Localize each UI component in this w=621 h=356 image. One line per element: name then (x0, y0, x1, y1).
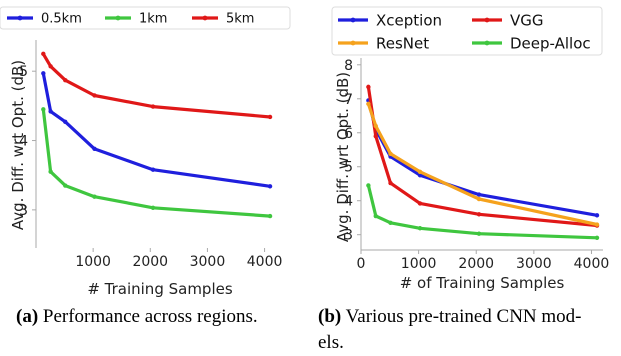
caption-b-text-2: els. (318, 332, 344, 353)
caption-b-text: Various pre-trained CNN mod- (345, 306, 582, 327)
chart-a-series-point-5km (41, 51, 46, 57)
chart-a-series-point-0-5km (48, 109, 53, 114)
chart-a-legend-label-1km: 1km (139, 12, 167, 27)
chart-b-x-tick-label: 2000 (458, 256, 494, 272)
chart-b-y-tick-label: 4 (344, 194, 353, 210)
chart-b-series-point-xception (417, 173, 423, 178)
chart-b-series-point-deep-alloc (417, 226, 423, 231)
chart-b-series-point-deep-alloc (388, 220, 393, 226)
chart-b-series-point-resnet (366, 101, 371, 107)
chart-a-x-label: # Training Samples (87, 280, 233, 298)
chart-a-series-point-1km (92, 194, 97, 199)
chart-a-y-tick-label: 5 (19, 64, 28, 80)
chart-a-legend-label-5km: 5km (226, 12, 254, 27)
chart-a-series-point-1km (41, 107, 46, 112)
chart-b-series-point-deep-alloc (594, 235, 600, 240)
chart-b-series-point-resnet (476, 196, 482, 202)
chart-a-y-label: Avg. Diff. wrt Opt. (dB) (9, 60, 27, 230)
caption-b-tag: (b) (318, 306, 342, 327)
chart-a-series-point-0-5km (63, 119, 68, 125)
chart-b-legend: Xception VGG ResNet Deep-Alloc (331, 6, 603, 56)
chart-a-series-point-0-5km (41, 71, 46, 76)
chart-a-x-tick-label: 1000 (75, 254, 111, 270)
chart-b-x-label: # of Training Samples (400, 274, 565, 292)
chart-a-legend-label-0-5km: 0.5km (41, 12, 82, 27)
chart-b-series-point-resnet (417, 169, 423, 175)
chart-b-legend-marker-deep-alloc (484, 40, 490, 46)
chart-a: 0.5km 1km 5km 3 4 5 1000 2000 3000 4000 # Traini… (0, 6, 291, 298)
chart-b-y-tick-label: 6 (344, 126, 353, 142)
chart-b-series-line-xception (366, 100, 598, 217)
chart-a-legend: 0.5km 1km 5km (0, 6, 291, 30)
chart-a-series-point-0-5km (92, 146, 97, 152)
chart-b-series-point-resnet (594, 222, 600, 227)
chart-b-series-point-resnet (388, 151, 393, 157)
chart-a-x-tick-label: 2000 (132, 254, 168, 270)
chart-b-series-point-xception (476, 192, 482, 197)
chart-a-series-point-1km (48, 169, 53, 174)
chart-b: Xception VGG ResNet Deep-Alloc 3 4 5 6 7 8 0 1000 2… (331, 6, 610, 292)
chart-b-series-point-deep-alloc (476, 231, 482, 236)
chart-a-legend-box (0, 6, 291, 30)
chart-a-y-tick-label: 4 (19, 134, 28, 150)
chart-a-series-point-5km (92, 93, 97, 98)
chart-b-series-point-vgg (417, 201, 423, 206)
chart-b-series-point-vgg (476, 212, 482, 217)
chart-b-y-tick-label: 5 (344, 160, 353, 176)
chart-b-legend-marker-resnet (350, 40, 356, 46)
chart-a-series-point-1km (63, 183, 68, 188)
caption-a-text: Performance across regions. (42, 306, 258, 327)
chart-a-series-point-5km (63, 78, 68, 83)
chart-b-x-tick-label: 3000 (516, 256, 552, 272)
chart-b-series-line-resnet (366, 103, 598, 227)
chart-b-y-tick-label: 8 (344, 58, 353, 74)
chart-b-x-tick-label: 4000 (574, 256, 610, 272)
chart-a-series-point-1km (267, 213, 273, 219)
caption-b: (b) Various pre-trained CNN mod- els. (318, 304, 618, 356)
chart-b-legend-marker-vgg (484, 17, 490, 23)
chart-b-legend-marker-xception (350, 17, 356, 23)
chart-a-x-tick-label: 4000 (247, 254, 283, 270)
chart-a-series-point-5km (267, 114, 273, 120)
chart-b-series-line-deep-alloc (366, 185, 598, 240)
chart-b-y-tick-label: 7 (344, 92, 353, 108)
chart-b-legend-label-deep-alloc: Deep-Alloc (510, 34, 591, 52)
chart-b-series-point-deep-alloc (373, 213, 378, 219)
chart-a-legend-marker-5km (202, 15, 208, 21)
chart-a-series-point-5km (150, 104, 156, 109)
chart-b-legend-label-xception: Xception (376, 11, 442, 29)
chart-b-series-point-resnet (373, 123, 378, 129)
chart-a-series-point-0-5km (267, 184, 273, 189)
caption-a: (a) Performance across regions. (16, 304, 258, 330)
chart-b-series-point-vgg (373, 133, 378, 139)
chart-b-series-point-xception (594, 213, 600, 218)
chart-a-legend-marker-0-5km (17, 15, 23, 21)
chart-a-series-point-0-5km (150, 167, 156, 172)
chart-b-series-point-vgg (388, 180, 393, 186)
chart-b-y-tick-label: 3 (344, 228, 353, 244)
chart-a-y-tick-label: 3 (19, 203, 28, 219)
chart-b-series-point-deep-alloc (366, 183, 371, 188)
chart-a-legend-marker-1km (115, 15, 121, 21)
chart-b-series-line-vgg (366, 86, 598, 228)
chart-b-legend-label-vgg: VGG (510, 11, 544, 29)
chart-a-series-point-1km (150, 205, 156, 210)
chart-b-legend-box (331, 6, 603, 56)
chart-a-series-line-0-5km (41, 72, 271, 188)
chart-b-y-label: Avg. Diff. wrt Opt. (dB) (334, 72, 352, 242)
caption-a-tag: (a) (16, 306, 39, 327)
chart-b-x-tick-label: 1000 (401, 256, 437, 272)
chart-a-series-line-1km (41, 109, 271, 218)
chart-a-x-tick-label: 3000 (190, 254, 226, 270)
chart-b-legend-label-resnet: ResNet (376, 34, 429, 52)
chart-b-x-tick-label: 0 (357, 256, 366, 272)
chart-a-series-point-5km (48, 64, 53, 69)
chart-a-series-line-5km (41, 53, 271, 119)
chart-b-series-point-vgg (366, 84, 371, 90)
